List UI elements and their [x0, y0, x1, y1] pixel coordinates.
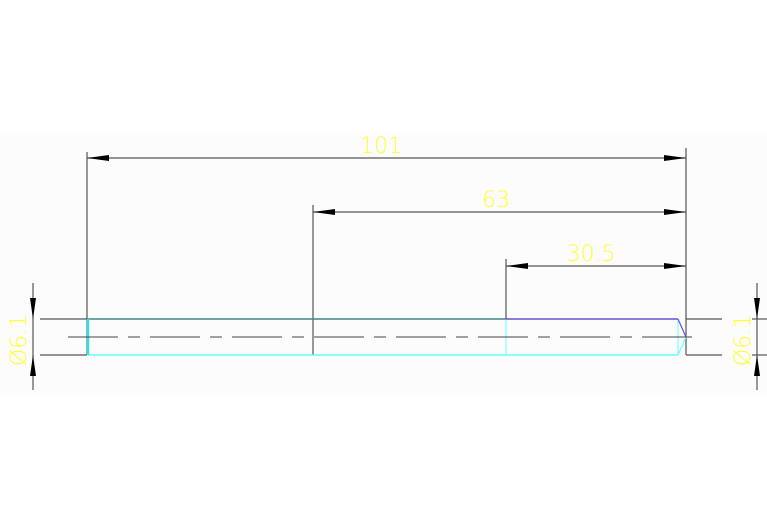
arrowheads [30, 155, 760, 376]
dimension-text-30-5: 30.5 [567, 242, 616, 267]
arrow-dia-right-top [754, 298, 760, 319]
dimension-text-dia-right: Ø6.1 [731, 314, 756, 366]
arrow-63-left [313, 209, 335, 215]
shaft-outline [68, 318, 700, 356]
arrow-30-5-left [506, 263, 528, 269]
arrow-63-right [664, 209, 686, 215]
chamfer-bottom [677, 336, 687, 356]
dimension-text-101: 101 [360, 134, 402, 159]
arrow-dia-left-bottom [30, 355, 36, 376]
arrow-30-5-right [664, 263, 686, 269]
arrow-101-right [664, 155, 686, 161]
chamfer-top [677, 318, 687, 338]
dimension-text-63: 63 [482, 188, 510, 213]
arrow-dia-right-bottom [754, 355, 760, 376]
arrow-101-left [87, 155, 109, 161]
dimension-text-dia-left: Ø6.1 [7, 314, 32, 366]
drawing-area-band [0, 132, 767, 395]
arrow-dia-left-top [30, 298, 36, 319]
